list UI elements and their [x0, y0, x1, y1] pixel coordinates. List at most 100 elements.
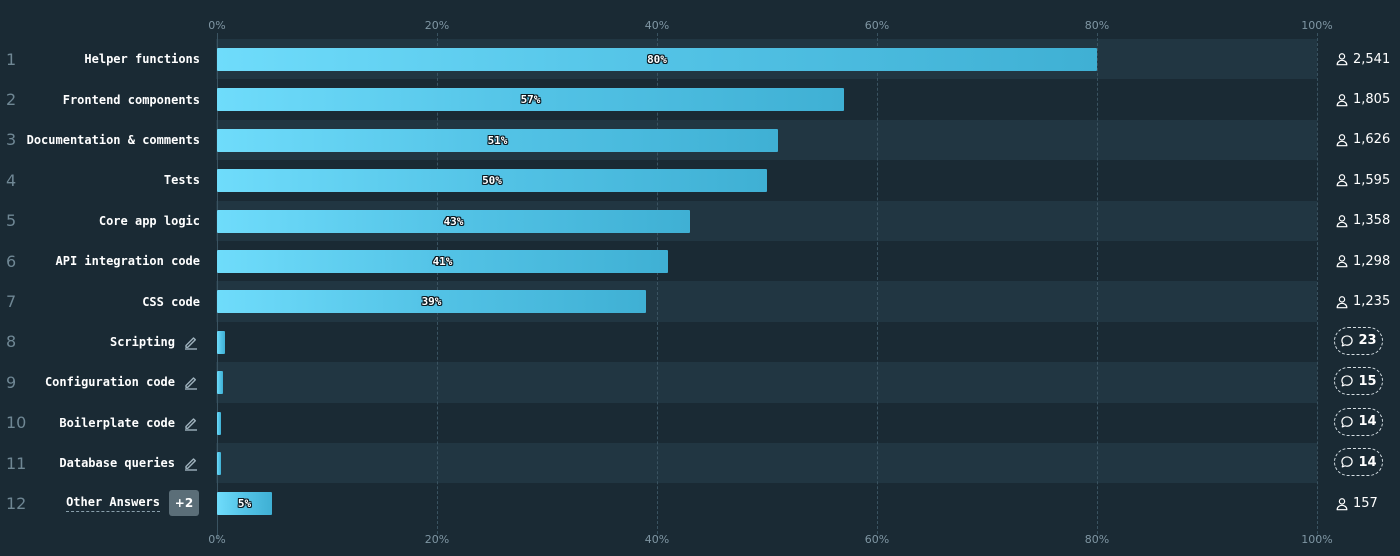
respondent-count-value: 1,358 [1353, 213, 1391, 229]
comment-count: 14 [1358, 414, 1377, 430]
gridline [217, 33, 218, 539]
x-tick-label-bottom: 0% [208, 533, 226, 546]
pencil-icon [185, 417, 197, 431]
person-icon [1336, 497, 1348, 510]
gridline [877, 33, 878, 539]
category-label[interactable]: Other Answers [66, 495, 160, 513]
chart-row: 7 CSS code [0, 281, 1400, 322]
bar[interactable] [217, 290, 646, 314]
pencil-icon [185, 337, 197, 350]
x-tick-label-bottom: 20% [424, 533, 450, 546]
pencil-icon [185, 458, 197, 471]
bar[interactable] [217, 88, 844, 112]
x-tick-label-top: 60% [864, 19, 890, 32]
edit-button[interactable] [183, 415, 199, 431]
x-tick-label-bottom: 60% [864, 533, 890, 546]
comment-bubble-icon [1341, 415, 1354, 428]
person-icon [1336, 134, 1348, 147]
bar-value-label: 41% [432, 255, 453, 268]
bar-value-label: 80% [647, 53, 667, 66]
row-rank: 10 [6, 413, 27, 433]
comment-count: 15 [1358, 373, 1377, 389]
respondent-count: 2,541 [1335, 39, 1390, 79]
row-rank: 9 [6, 372, 17, 392]
x-tick-label-bottom: 40% [644, 533, 670, 546]
category-label: Database queries [59, 456, 175, 471]
x-tick-label-bottom: 80% [1084, 533, 1110, 546]
person-icon [1336, 214, 1348, 228]
row-rank: 6 [6, 251, 17, 271]
person-icon [1336, 93, 1348, 106]
comment-bubble-icon [1341, 335, 1354, 347]
category-label: Tests [163, 173, 200, 188]
bar-value-label: 43% [443, 214, 464, 228]
bar[interactable] [217, 128, 778, 152]
respondent-count-value: 2,541 [1353, 51, 1391, 67]
respondent-count-value: 1,595 [1353, 172, 1391, 188]
x-tick-label-top: 40% [644, 19, 670, 32]
bar[interactable] [217, 371, 223, 395]
person-icon [1336, 295, 1348, 308]
edit-button[interactable] [183, 455, 199, 471]
bar[interactable] [217, 48, 1097, 71]
comment-count: 23 [1358, 333, 1377, 349]
chart-row: 12 Other Answers +2 [0, 483, 1400, 524]
gridline [437, 33, 438, 539]
bar[interactable] [217, 209, 690, 233]
bar-value-label: 51% [487, 133, 508, 147]
person-icon [1336, 255, 1348, 268]
more-answers-badge[interactable]: +2 [169, 490, 199, 517]
edit-button[interactable] [183, 334, 199, 350]
category-label: Core app logic [98, 213, 200, 228]
comment-bubble-icon [1341, 456, 1354, 468]
comment-count-button[interactable]: 15 [1334, 367, 1383, 396]
bar[interactable] [217, 411, 222, 435]
row-rank: 2 [6, 90, 17, 110]
row-rank: 8 [6, 332, 17, 352]
bar[interactable] [217, 492, 272, 516]
comment-count-button[interactable]: 23 [1334, 326, 1383, 355]
category-label: Scripting [109, 334, 175, 349]
bar[interactable] [217, 250, 668, 273]
x-tick-label-top: 100% [1301, 19, 1333, 32]
respondent-count: 1,595 [1335, 160, 1390, 200]
gridline [1317, 33, 1318, 539]
chart-row: 11 Database queries [0, 443, 1400, 484]
respondent-count: 1,298 [1335, 241, 1390, 281]
edit-button[interactable] [183, 374, 199, 390]
x-tick-label-top: 80% [1084, 19, 1110, 32]
row-rank: 12 [6, 494, 27, 514]
pencil-icon [185, 377, 197, 390]
bar[interactable] [217, 452, 222, 475]
chart-row: 5 Core app logic [0, 200, 1400, 241]
bar-value-label: 50% [482, 174, 502, 188]
bar[interactable] [217, 169, 767, 193]
category-label: API integration code [55, 254, 201, 269]
gridline [657, 33, 658, 539]
chart-row: 10 Boilerplate code [0, 402, 1400, 443]
bar-value-label: 57% [520, 93, 541, 107]
respondent-count-value: 1,235 [1353, 294, 1391, 310]
row-stripe [216, 443, 1317, 484]
row-rank: 11 [6, 453, 27, 473]
bar-value-label: 5% [237, 497, 252, 511]
row-stripe [216, 402, 1317, 443]
comment-count-button[interactable]: 14 [1334, 407, 1383, 436]
respondent-count: 1,358 [1335, 201, 1390, 241]
comment-bubble-icon [1341, 375, 1354, 387]
x-tick-label-top: 0% [208, 19, 226, 32]
category-label: Boilerplate code [59, 415, 175, 430]
comment-count-button[interactable]: 14 [1334, 448, 1383, 476]
bar[interactable] [217, 330, 225, 354]
chart-row: 8 Scripting [0, 321, 1400, 363]
respondent-count-value: 1,298 [1353, 253, 1391, 269]
x-tick-label-top: 20% [424, 19, 450, 32]
person-icon [1336, 53, 1348, 66]
chart-row: 9 Configuration code [0, 362, 1400, 403]
x-tick-label-bottom: 100% [1301, 533, 1333, 546]
respondent-count-value: 1,805 [1353, 92, 1391, 108]
category-label: Configuration code [44, 375, 175, 390]
row-stripe [216, 483, 1317, 524]
respondent-count: 1,805 [1335, 79, 1390, 119]
